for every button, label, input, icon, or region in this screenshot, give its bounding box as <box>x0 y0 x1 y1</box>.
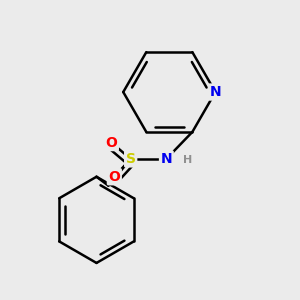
Text: S: S <box>126 152 136 166</box>
Text: H: H <box>183 155 192 165</box>
Text: O: O <box>105 136 117 150</box>
Text: N: N <box>160 152 172 166</box>
Text: N: N <box>210 85 221 99</box>
Text: O: O <box>108 170 120 184</box>
